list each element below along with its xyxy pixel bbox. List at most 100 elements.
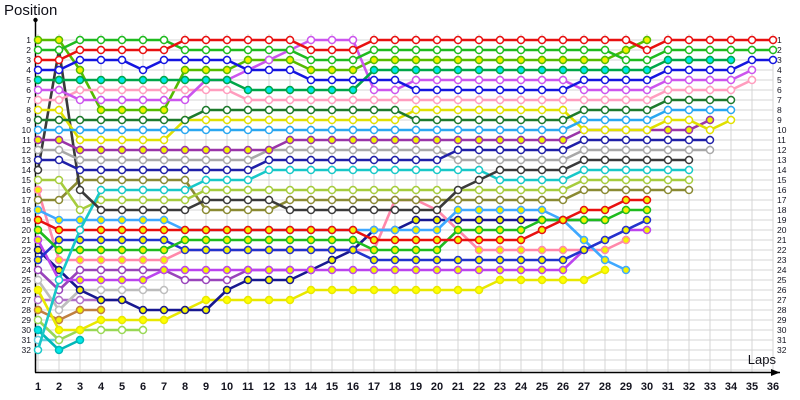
marker-darkgreen <box>222 105 232 115</box>
marker-skyblue-yf <box>600 255 610 265</box>
marker-lemon <box>663 115 673 125</box>
marker-purple-yf <box>495 135 505 145</box>
y-tick-right: 23 <box>777 255 787 265</box>
marker-chartreuse <box>390 55 400 65</box>
marker-gray <box>390 145 400 155</box>
marker-pink <box>411 95 421 105</box>
marker-red <box>474 35 484 45</box>
marker-lightblue <box>642 115 652 125</box>
marker-gray <box>138 155 148 165</box>
x-axis-title: Laps <box>747 352 776 367</box>
marker-green <box>537 45 547 55</box>
marker-lightblue <box>453 125 463 135</box>
marker-purple-yf <box>516 135 526 145</box>
marker-green-yf <box>600 215 610 225</box>
marker-pink <box>747 75 757 85</box>
marker-yellowgreen <box>642 175 652 185</box>
marker-lime-white <box>138 325 148 335</box>
marker-navy <box>75 165 85 175</box>
marker-pink <box>474 95 484 105</box>
series-lemon <box>33 105 736 145</box>
marker-lightblue <box>705 105 715 115</box>
marker-lightblue <box>117 125 127 135</box>
marker-skyblue-yf <box>621 265 631 275</box>
marker-blue <box>285 65 295 75</box>
marker-purple-yf <box>222 145 232 155</box>
marker-blue <box>390 75 400 85</box>
marker-red <box>516 35 526 45</box>
marker-magenta <box>96 95 106 105</box>
marker-blue-yf <box>600 235 610 245</box>
marker-navy-yf <box>75 285 85 295</box>
marker-red <box>684 35 694 45</box>
marker-darkgreen <box>54 115 64 125</box>
marker-navy <box>138 165 148 175</box>
marker-green-yf <box>411 245 421 255</box>
marker-pink-yf <box>54 255 64 265</box>
marker-lemon <box>222 115 232 125</box>
marker-lightblue <box>306 125 316 135</box>
marker-lightblue <box>537 125 547 135</box>
series-chartreuse <box>33 35 652 115</box>
marker-skyblue-yf <box>474 205 484 215</box>
marker-darkgreen <box>117 115 127 125</box>
marker-navy <box>621 135 631 145</box>
marker-gray <box>75 155 85 165</box>
marker-pink <box>558 95 568 105</box>
marker-magenta <box>33 85 43 95</box>
marker-lime-white <box>54 335 64 345</box>
marker-pink <box>432 95 442 105</box>
marker-pink <box>642 95 652 105</box>
marker-purple-yf <box>306 135 316 145</box>
marker-gray <box>54 145 64 155</box>
marker-lemon <box>474 105 484 115</box>
marker-navy <box>579 135 589 145</box>
marker-silver-white <box>117 285 127 295</box>
marker-teal <box>663 55 673 65</box>
marker-blue <box>663 65 673 75</box>
marker-violet-yf <box>474 265 484 275</box>
marker-lemon <box>516 105 526 115</box>
marker-blue-yf <box>495 255 505 265</box>
marker-teal <box>285 85 295 95</box>
marker-cyan <box>579 165 589 175</box>
marker-olive <box>537 195 547 205</box>
marker-green-yf <box>495 225 505 235</box>
marker-chartreuse <box>180 65 190 75</box>
marker-teal <box>537 65 547 75</box>
marker-green-yf <box>243 235 253 245</box>
marker-blue-yf <box>558 255 568 265</box>
marker-green <box>684 45 694 55</box>
marker-floor-yellow <box>96 315 106 325</box>
y-tick-right: 27 <box>777 295 787 305</box>
marker-lemon <box>243 115 253 125</box>
marker-cyan <box>411 165 421 175</box>
marker-red-yf <box>537 225 547 235</box>
marker-blue-yf <box>285 245 295 255</box>
marker-teal <box>411 65 421 75</box>
marker-gray <box>117 155 127 165</box>
marker-lime-white <box>96 325 106 335</box>
marker-navy <box>369 155 379 165</box>
marker-olive <box>264 205 274 215</box>
y-tick-left: 20 <box>22 225 32 235</box>
marker-lemon <box>138 135 148 145</box>
x-tick: 10 <box>221 381 233 393</box>
x-tick: 15 <box>326 381 338 393</box>
marker-chartreuse <box>33 35 43 45</box>
marker-white-violet <box>138 265 148 275</box>
marker-darkgreen <box>348 105 358 115</box>
marker-lightblue <box>411 125 421 135</box>
marker-yellowgreen <box>600 175 610 185</box>
marker-magenta <box>684 75 694 85</box>
marker-magenta <box>159 95 169 105</box>
marker-pink <box>75 85 85 95</box>
marker-darkgreen <box>474 115 484 125</box>
marker-pink <box>516 95 526 105</box>
y-tick-right: 18 <box>777 205 787 215</box>
marker-cyan <box>138 185 148 195</box>
series-green-yf <box>33 205 652 255</box>
marker-magenta <box>474 75 484 85</box>
marker-black <box>369 205 379 215</box>
marker-floor-yellow <box>33 285 43 295</box>
